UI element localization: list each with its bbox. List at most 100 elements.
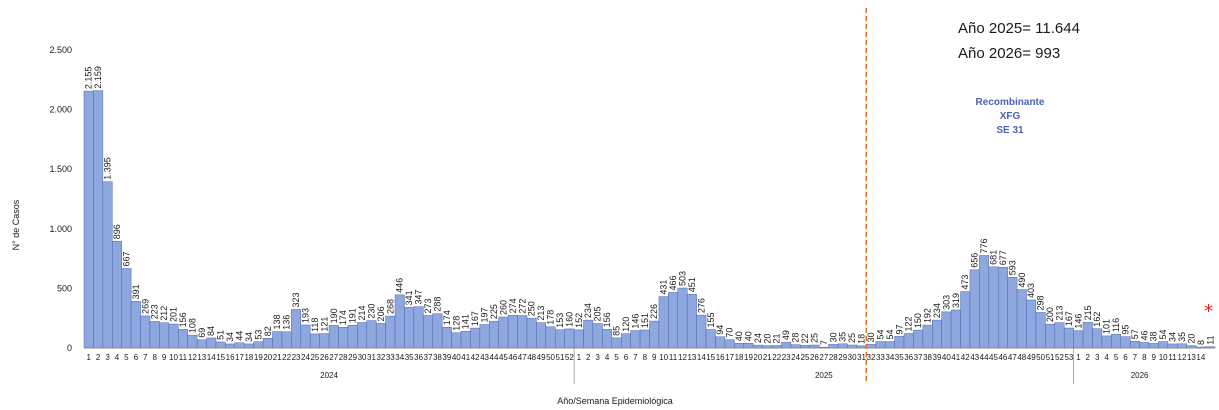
x-week-label: 42 — [471, 353, 480, 362]
bar-value-label: 896 — [112, 224, 122, 239]
bar — [705, 329, 716, 349]
bar — [1016, 289, 1027, 349]
bar — [913, 329, 924, 349]
bar — [1120, 336, 1131, 349]
bar-value-label: 20 — [1186, 334, 1196, 344]
bar-value-label: 230 — [366, 304, 376, 319]
bar-value-label: 201 — [169, 307, 179, 322]
x-week-label: 22 — [772, 353, 781, 362]
bar-value-label: 323 — [291, 292, 301, 307]
bar — [611, 337, 622, 349]
x-week-label: 15 — [706, 353, 715, 362]
bar-value-label: 155 — [706, 312, 716, 327]
bar — [441, 327, 452, 349]
variant-label-line2: XFG — [999, 111, 1021, 122]
bar — [366, 320, 377, 349]
y-tick-label: 500 — [57, 283, 72, 293]
x-week-label: 34 — [395, 353, 404, 362]
x-week-label: 18 — [244, 353, 253, 362]
bar — [385, 315, 396, 349]
bar — [620, 333, 631, 349]
bar — [140, 315, 151, 349]
x-week-label: 21 — [273, 353, 282, 362]
bar-value-label: 94 — [715, 325, 725, 335]
bar-value-label: 205 — [593, 307, 603, 322]
x-week-label: 42 — [961, 353, 970, 362]
bar — [866, 344, 876, 349]
bar-value-label: 303 — [941, 295, 951, 310]
x-week-label: 9 — [652, 353, 657, 362]
x-week-label: 43 — [480, 353, 489, 362]
bar-value-label: 97 — [894, 324, 904, 334]
x-week-label: 1 — [86, 353, 91, 362]
bar — [1035, 312, 1046, 349]
bar-value-label: 776 — [979, 238, 989, 253]
bar-value-label: 213 — [536, 306, 546, 321]
bar — [696, 314, 707, 349]
bar-value-label: 24 — [753, 333, 763, 343]
x-week-label: 52 — [1055, 353, 1064, 362]
x-week-label: 53 — [1064, 353, 1073, 362]
x-week-label: 10 — [1159, 353, 1168, 362]
bar — [149, 321, 160, 349]
x-week-label: 23 — [292, 353, 301, 362]
x-week-label: 25 — [801, 353, 810, 362]
bar — [168, 323, 179, 349]
bar — [262, 337, 273, 349]
bar-value-label: 141 — [461, 314, 471, 329]
bars-group — [83, 90, 1216, 349]
x-week-label: 10 — [659, 353, 668, 362]
x-week-label: 49 — [537, 353, 546, 362]
bar-value-label: 46 — [1139, 331, 1149, 341]
bar — [1129, 340, 1140, 349]
y-axis-title: N° de Casos — [11, 199, 21, 250]
bar — [941, 311, 952, 349]
bar-value-label: 51 — [216, 330, 226, 340]
x-week-label: 25 — [310, 353, 319, 362]
bar-value-label: 174 — [442, 310, 452, 325]
x-week-label: 33 — [876, 353, 885, 362]
x-week-label: 46 — [508, 353, 517, 362]
bar-value-label: 223 — [150, 304, 160, 319]
x-week-label: 27 — [819, 353, 828, 362]
x-week-label: 3 — [105, 353, 110, 362]
bar-value-label: 44 — [235, 331, 245, 341]
x-week-label: 51 — [556, 353, 565, 362]
bar-value-label: 34 — [244, 332, 254, 342]
x-week-label: 30 — [848, 353, 857, 362]
bar-value-label: 206 — [376, 306, 386, 321]
bar-value-label: 118 — [310, 318, 320, 332]
x-week-label: 12 — [1178, 353, 1187, 362]
bar — [225, 343, 236, 349]
bar-value-label: 40 — [734, 331, 744, 341]
bar-value-label: 431 — [659, 280, 669, 295]
bar-value-label: 150 — [913, 313, 923, 328]
bar — [404, 307, 415, 349]
x-week-label: 22 — [282, 353, 291, 362]
x-week-label: 5 — [614, 353, 619, 362]
x-week-label: 26 — [320, 353, 329, 362]
bar-value-label: 319 — [951, 293, 961, 308]
bar-value-label: 25 — [809, 333, 819, 343]
bar-value-label: 162 — [1092, 312, 1102, 327]
bar-value-label: 451 — [687, 277, 697, 292]
bar — [564, 328, 575, 349]
bar-value-label: 30 — [828, 332, 838, 342]
x-week-label: 36 — [904, 353, 913, 362]
x-week-label: 39 — [933, 353, 942, 362]
x-week-label: 7 — [1133, 353, 1138, 362]
x-week-label: 11 — [1168, 353, 1177, 362]
bar-value-label: 214 — [357, 305, 367, 320]
x-year-label: 2025 — [815, 371, 833, 380]
x-week-label: 18 — [735, 353, 744, 362]
bar — [668, 292, 679, 349]
bar — [272, 331, 283, 349]
x-week-label: 47 — [1008, 353, 1017, 362]
bar — [215, 341, 226, 349]
bar-value-label: 167 — [470, 311, 480, 326]
x-week-label: 24 — [301, 353, 310, 362]
bar-value-label: 146 — [630, 314, 640, 329]
bar-value-label: 20 — [762, 334, 772, 344]
x-week-label: 6 — [1123, 353, 1128, 362]
